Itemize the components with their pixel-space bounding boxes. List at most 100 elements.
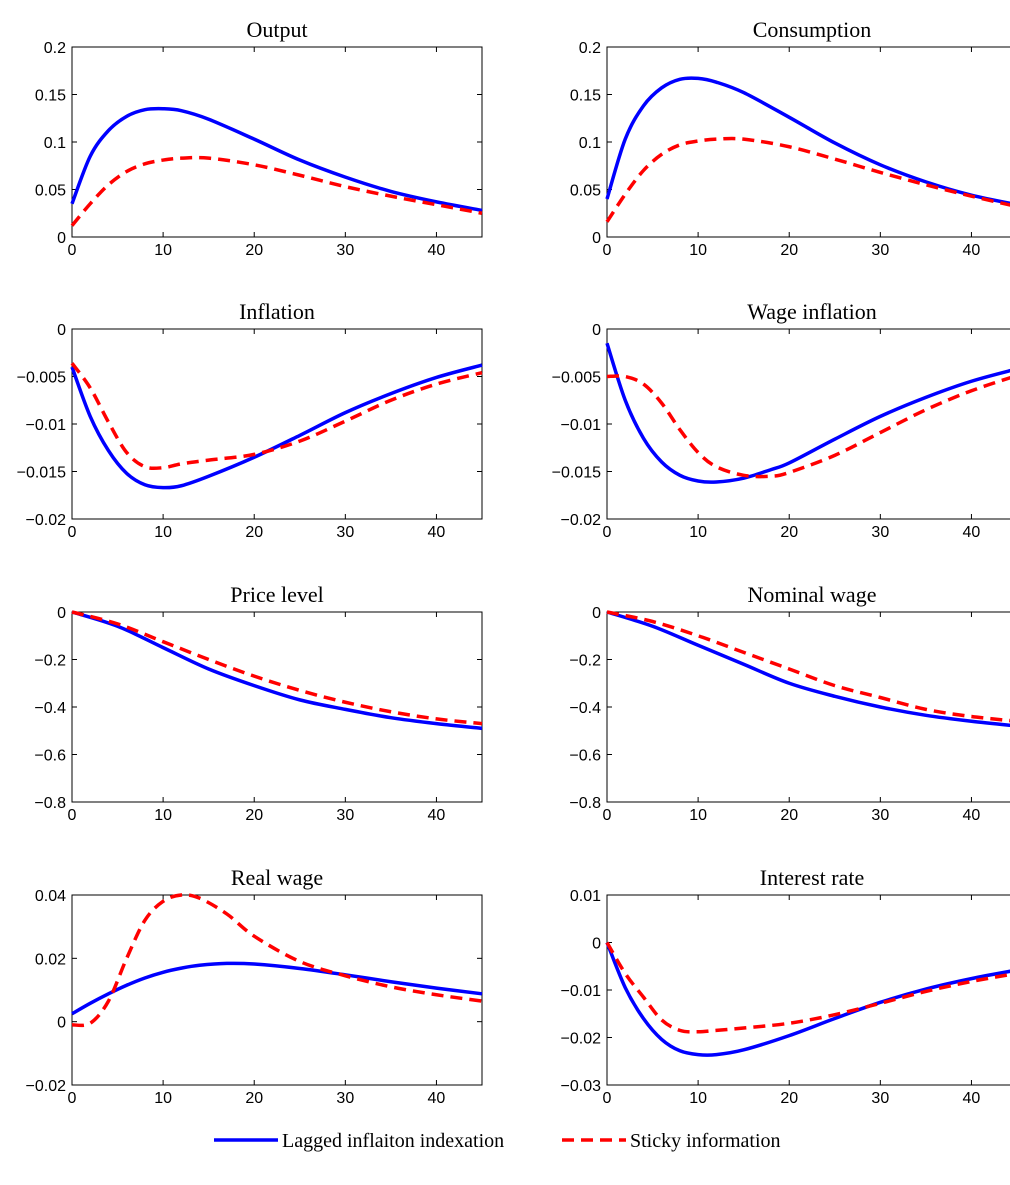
x-tick-label: 0	[603, 242, 612, 259]
y-tick-label: −0.6	[569, 748, 601, 765]
legend-label-lagged-indexation: Lagged inflaiton indexation	[282, 1130, 504, 1152]
x-tick-label: 40	[428, 1090, 446, 1107]
x-tick-label: 30	[871, 242, 889, 259]
panel-title: Price level	[230, 582, 323, 607]
panel-title: Real wage	[231, 865, 323, 890]
axes-price-level	[71, 611, 483, 803]
y-tick-label: 0	[592, 605, 601, 622]
x-tick-label: 30	[336, 242, 354, 259]
series-line-sticky-information	[70, 362, 483, 471]
panel-interest-rate: Interest rate 0 10 20 30 40 −0.03 −0.02 −0.01 0 0.…	[561, 865, 1010, 1107]
panel-wage-inflation: Wage inflation 0 10 20 30 40 −0.02 −0.015 −0.01 −…	[552, 299, 1010, 541]
panel-title: Wage inflation	[747, 299, 877, 324]
y-tick-label: −0.02	[561, 1031, 602, 1048]
axes-interest-rate	[606, 894, 1010, 1086]
y-tick-label: 0	[57, 1015, 66, 1032]
panel-price-level: Price level 0 10 20 30 40 −0.8 −0.6 −0.4 −0.2 0	[34, 582, 483, 824]
x-tick-label: 0	[603, 524, 612, 541]
y-tick-label: −0.015	[552, 465, 601, 482]
panel-output: Output 0 10 20 30 40 0 0.05 0.1 0.15 0.2	[35, 17, 483, 259]
series-line-sticky-information	[605, 136, 1010, 223]
y-tick-label: −0.6	[34, 748, 66, 765]
x-tick-label: 10	[689, 1090, 707, 1107]
y-tick-label: −0.02	[26, 1078, 67, 1095]
x-tick-label: 10	[689, 524, 707, 541]
y-tick-label: −0.8	[34, 795, 66, 812]
y-tick-label: 0.15	[570, 88, 601, 105]
x-tick-label: 40	[963, 807, 981, 824]
x-tick-label: 30	[336, 1090, 354, 1107]
x-tick-label: 20	[780, 1090, 798, 1107]
y-tick-label: 0.05	[570, 183, 601, 200]
y-tick-label: 0	[592, 230, 601, 247]
x-tick-label: 10	[154, 1090, 172, 1107]
axes-wage-inflation	[606, 328, 1010, 520]
y-tick-label: −0.2	[34, 653, 66, 670]
series-line-sticky-information	[70, 155, 483, 227]
axes-consumption	[606, 46, 1010, 238]
x-tick-label: 30	[336, 524, 354, 541]
series-line-sticky-information	[605, 941, 1010, 1034]
axes-output	[71, 46, 483, 238]
y-tick-label: −0.4	[569, 700, 601, 717]
x-tick-label: 10	[689, 242, 707, 259]
y-tick-label: 0	[57, 605, 66, 622]
panel-title: Consumption	[753, 17, 872, 42]
series-line-lagged-indexation	[606, 610, 1010, 728]
y-tick-label: 0.15	[35, 88, 66, 105]
y-tick-label: −0.03	[561, 1078, 602, 1095]
x-tick-label: 10	[154, 242, 172, 259]
y-tick-label: 0	[57, 322, 66, 339]
axes-inflation	[71, 328, 483, 520]
x-tick-label: 30	[336, 807, 354, 824]
x-tick-label: 40	[428, 524, 446, 541]
y-tick-label: 0.2	[579, 40, 601, 57]
series-line-sticky-information	[71, 893, 483, 1028]
series-line-lagged-indexation	[605, 941, 1010, 1057]
legend: Lagged inflaiton indexation Sticky infor…	[214, 1130, 781, 1152]
series-line-lagged-indexation	[71, 610, 483, 731]
x-tick-label: 0	[68, 807, 77, 824]
x-tick-label: 20	[780, 242, 798, 259]
x-tick-label: 20	[245, 524, 263, 541]
y-tick-label: −0.02	[26, 512, 67, 529]
series-line-sticky-information	[606, 610, 1010, 723]
y-tick-label: −0.01	[561, 983, 602, 1000]
series-line-lagged-indexation	[605, 76, 1010, 206]
panel-nominal-wage: Nominal wage 0 10 20 30 40 −0.8 −0.6 −0.4 −0.2 0	[569, 582, 1010, 824]
x-tick-label: 0	[603, 807, 612, 824]
x-tick-label: 0	[603, 1090, 612, 1107]
y-tick-label: −0.015	[17, 465, 66, 482]
y-tick-label: 0	[592, 322, 601, 339]
x-tick-label: 20	[245, 1090, 263, 1107]
series-line-sticky-information	[606, 374, 1010, 479]
y-tick-label: 0.05	[35, 183, 66, 200]
y-tick-label: 0.1	[44, 135, 66, 152]
x-tick-label: 0	[68, 242, 77, 259]
x-tick-label: 40	[963, 1090, 981, 1107]
y-tick-label: 0	[592, 936, 601, 953]
x-tick-label: 20	[245, 242, 263, 259]
y-tick-label: 0.2	[44, 40, 66, 57]
panel-title: Inflation	[239, 299, 315, 324]
x-tick-label: 40	[963, 242, 981, 259]
x-tick-label: 20	[780, 807, 798, 824]
y-tick-label: −0.4	[34, 700, 66, 717]
x-tick-label: 0	[68, 524, 77, 541]
x-tick-label: 40	[428, 807, 446, 824]
series-line-sticky-information	[71, 610, 483, 726]
x-tick-label: 10	[154, 807, 172, 824]
y-tick-label: 0.04	[35, 888, 66, 905]
axes-real-wage	[71, 894, 483, 1086]
series-line-lagged-indexation	[605, 342, 1010, 484]
x-tick-label: 40	[963, 524, 981, 541]
x-tick-label: 10	[689, 807, 707, 824]
y-tick-label: −0.8	[569, 795, 601, 812]
panel-title: Output	[246, 17, 307, 42]
panel-consumption: Consumption 0 10 20 30 40 0 0.05 0.1 0.15 0.2	[570, 17, 1010, 259]
legend-label-sticky-information: Sticky information	[630, 1130, 781, 1152]
y-tick-label: −0.005	[17, 370, 66, 387]
y-tick-label: −0.2	[569, 653, 601, 670]
